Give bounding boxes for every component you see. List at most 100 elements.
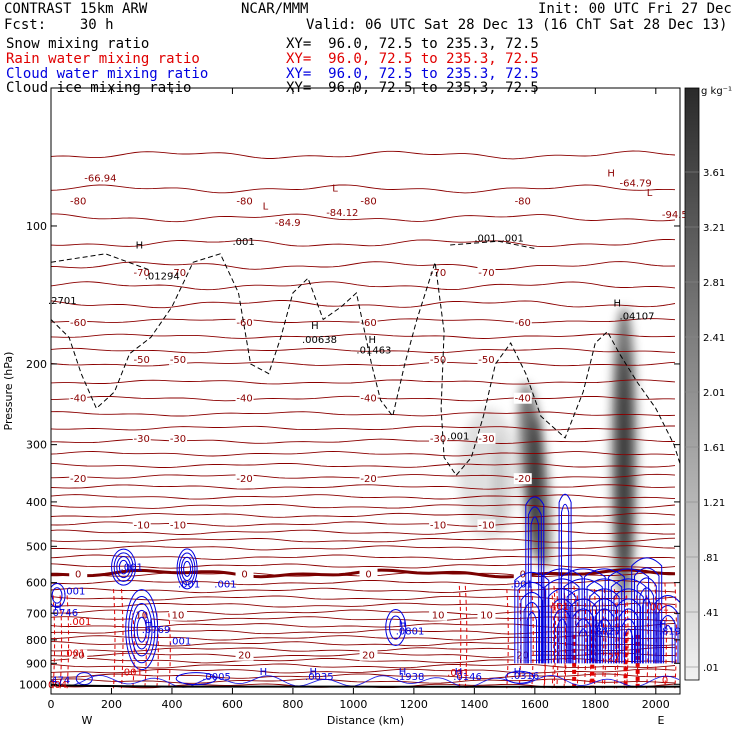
x-tick-label: 200 [101, 698, 122, 711]
temperature-label-bg [132, 609, 151, 621]
rain-contour [52, 595, 56, 689]
cloud-water-tower [636, 577, 657, 664]
rain-contour [168, 613, 171, 689]
contour-value-label: 401 [550, 602, 569, 613]
x-tick-label: 0 [48, 698, 55, 711]
cloud-water-tower [544, 578, 580, 664]
cloud-water-contour [389, 615, 403, 640]
cloud-water-contour [505, 670, 535, 684]
cloud-water-tower [550, 598, 574, 664]
extremum-marker: L [263, 201, 269, 212]
cloud-water-contour [113, 552, 134, 582]
temperature-contour [51, 545, 676, 551]
temperature-contour [51, 579, 676, 586]
rain-contour [144, 613, 147, 689]
temperature-label: -30 [170, 434, 186, 445]
cloud-water-contour [125, 589, 159, 671]
temperature-label: -10 [430, 520, 446, 531]
x-tick-label: 1000 [339, 698, 367, 711]
contour-value-label: .001 [214, 580, 236, 591]
extremum-marker: H [145, 618, 153, 629]
cloud-water-tower [583, 568, 625, 664]
x-tick-label: 1400 [460, 698, 488, 711]
contour-value-label: .001 [502, 233, 524, 244]
temperature-label-bg [513, 316, 532, 328]
temperature-label-bg [359, 568, 378, 580]
colorbar-label: 3.61 [703, 168, 725, 179]
temperature-contour [51, 333, 676, 339]
temperature-contour [51, 238, 676, 248]
temperature-label: -20 [360, 474, 376, 485]
cloud-water-tower [610, 578, 647, 664]
rain-contour [623, 589, 627, 689]
temperature-label-bg [359, 473, 378, 485]
temperature-contour [51, 503, 676, 509]
temperature-label: -40 [360, 394, 376, 405]
field-annotations: -66.94 -84.9 -84.12 -64.79 -94.56 .001 .001 .00… [48, 169, 694, 691]
temperature-label-bg [359, 392, 378, 404]
temperature-label-bg [235, 649, 254, 661]
extremum-marker: H [310, 667, 318, 678]
x-tick-label: 1800 [581, 698, 609, 711]
cloud-water-tower [569, 598, 597, 664]
cloud-water-tower [660, 615, 676, 664]
contour-value-label: .0146 [453, 672, 482, 683]
valid-time: Valid: 06 UTC Sat 28 Dec 13 (16 ChT Sat … [306, 17, 728, 33]
cloud-water-tower [663, 625, 673, 664]
cloud-water-contour [178, 552, 196, 586]
temperature-label-bg [429, 432, 448, 444]
temperature-label: -20 [515, 474, 531, 485]
snow-shading [458, 306, 638, 602]
temperature-contour [51, 554, 676, 560]
temperature-label-bg [513, 568, 532, 580]
contour-value-label: .00638 [302, 335, 337, 346]
temperature-label-bg [477, 519, 496, 531]
cloud-water-tower [618, 608, 639, 664]
temperature-contour [51, 673, 676, 679]
extremum-marker: H [399, 619, 407, 630]
temperature-label: 0 [75, 569, 81, 580]
colorbar-label: .81 [703, 553, 719, 564]
temperature-contour [51, 602, 676, 608]
contour-value-label: .6769 [142, 625, 171, 636]
y-tick-label: 600 [26, 577, 47, 590]
cloud-water-tower [517, 581, 547, 664]
rain-contour [59, 595, 63, 689]
temperature-label: -20 [236, 474, 252, 485]
rain-contour [553, 585, 556, 689]
cloud-water-tower [560, 568, 606, 664]
cloud-water-tower [527, 506, 542, 664]
y-tick-label: 800 [26, 634, 47, 647]
cloud-water-tower [586, 578, 623, 664]
rain-contour [66, 595, 70, 689]
temperature-label: -70 [478, 268, 494, 279]
cloud-water-contour [133, 609, 150, 650]
init-time: Init: 00 UTC Fri 27 Dec 13 [538, 1, 740, 17]
cloud-water-tower [616, 598, 642, 664]
temperature-label-bg [235, 195, 254, 207]
cloud-water-tower [547, 588, 577, 664]
temperature-label-bg [132, 432, 151, 444]
temperature-label-bg [69, 195, 88, 207]
temperature-contour [51, 451, 676, 457]
temperature-label-bg [69, 649, 88, 661]
contour-value-label: 0 [662, 675, 668, 686]
temperature-label-bg [69, 316, 88, 328]
contour-value-label: .001 [121, 563, 143, 574]
temperature-label: -70 [430, 268, 446, 279]
x-tick-label: 1600 [521, 698, 549, 711]
temperature-contour [51, 563, 676, 569]
extremum-marker: H [613, 299, 621, 310]
cloud-water-contours [51, 493, 680, 688]
field-snow-name: Snow mixing ratio [6, 36, 150, 52]
cloud-water-tower [613, 588, 644, 664]
contour-value-label: .001 [169, 636, 191, 647]
temperature-label-bg [513, 649, 532, 661]
contour-value-label: .001 [63, 649, 85, 660]
y-tick-label: 300 [26, 439, 47, 452]
temperature-label-bg [169, 609, 188, 621]
temperature-label-bg [69, 392, 88, 404]
contour-value-label: .001 [121, 668, 143, 679]
field-snow-xy: XY= 96.0, 72.5 to 235.3, 72.5 [286, 36, 539, 52]
cloud-water-contour [118, 559, 129, 575]
